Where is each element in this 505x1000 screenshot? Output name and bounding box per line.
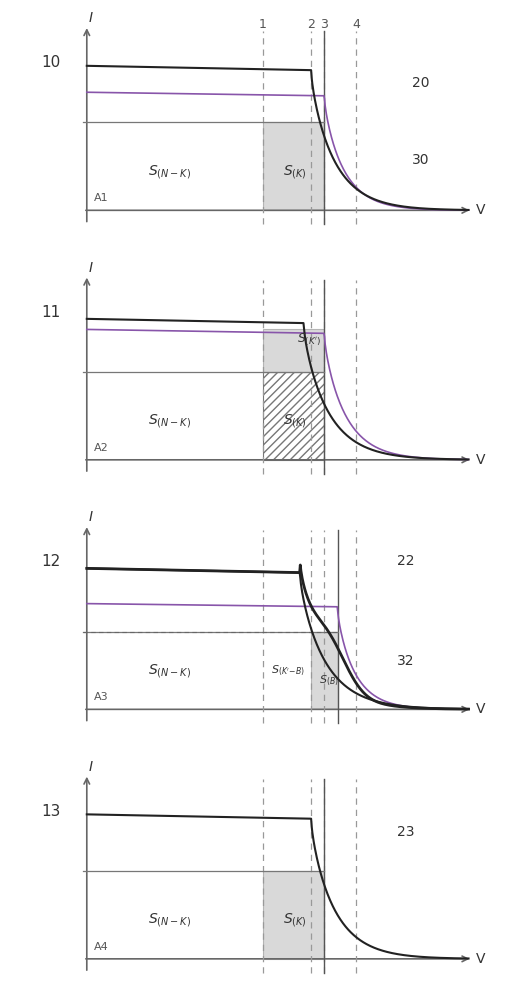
Bar [263,871,324,959]
Text: $S_{(B)}$: $S_{(B)}$ [319,674,339,688]
Text: $S_{(K'\!-\!B)}$: $S_{(K'\!-\!B)}$ [271,663,305,678]
Text: $S_{(K)}$: $S_{(K)}$ [283,911,307,929]
Text: 30: 30 [413,153,430,167]
Text: I: I [88,11,92,25]
Text: A1: A1 [94,193,109,203]
Text: V: V [476,952,485,966]
Text: $S_{(N-K)}$: $S_{(N-K)}$ [147,163,191,181]
Text: V: V [476,453,485,467]
Text: $S_{(K)}$: $S_{(K)}$ [283,412,307,430]
Bar [312,632,337,709]
Bar [263,122,324,210]
Text: 20: 20 [413,76,430,90]
Text: 13: 13 [41,804,61,819]
Text: 4: 4 [352,18,360,31]
Text: V: V [476,203,485,217]
Text: 3: 3 [321,18,328,31]
Text: 32: 32 [397,654,415,668]
Text: 2: 2 [308,18,315,31]
Text: I: I [88,760,92,774]
Text: $S_{(K)}$: $S_{(K)}$ [283,163,307,181]
Text: V: V [476,702,485,716]
Text: 23: 23 [397,825,415,839]
Text: A4: A4 [94,942,109,952]
Text: 12: 12 [41,554,61,569]
Text: I: I [88,261,92,275]
Bar [263,372,324,460]
Bar [263,329,324,372]
Text: $S_{(N-K)}$: $S_{(N-K)}$ [147,662,191,680]
Text: $S_{(N-K)}$: $S_{(N-K)}$ [147,412,191,430]
Text: $S_{(N-K)}$: $S_{(N-K)}$ [147,911,191,929]
Text: 10: 10 [41,55,61,70]
Text: I: I [88,510,92,524]
Text: $S_{(K')}$: $S_{(K')}$ [297,332,322,348]
Text: 22: 22 [397,554,415,568]
Text: A3: A3 [94,692,109,702]
Text: A2: A2 [94,443,109,453]
Text: 11: 11 [41,305,61,320]
Text: 1: 1 [259,18,267,31]
